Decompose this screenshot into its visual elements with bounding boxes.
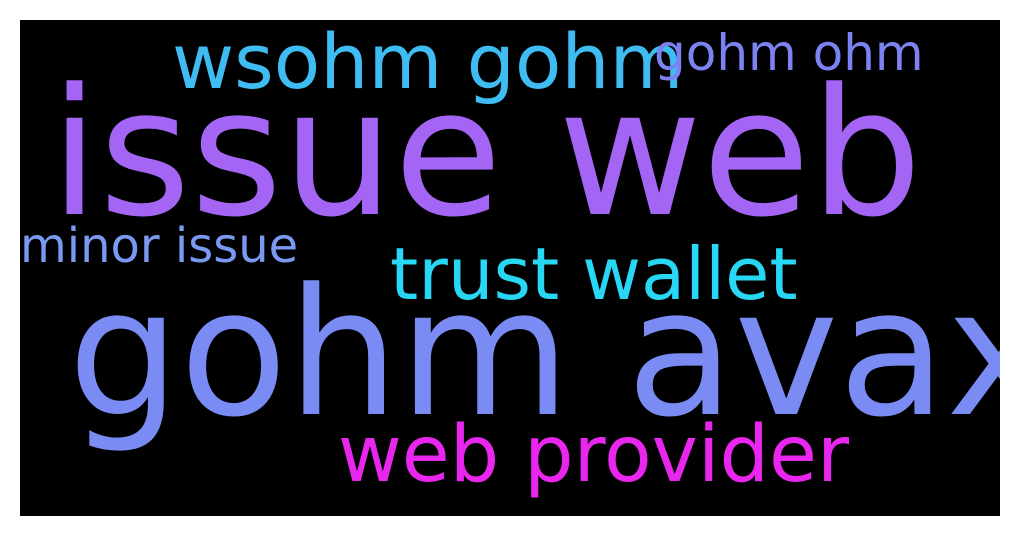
word-wsohm-gohm: wsohm gohm [172,20,684,106]
word-minor-issue: minor issue [20,218,299,274]
word-web-provider: web provider [338,410,850,500]
word-issue-web: issue web [50,51,923,256]
word-trust-wallet: trust wallet [390,232,798,316]
word-gohm-avax: gohm avax [68,251,1000,456]
word-gohm-ohm: gohm ohm [654,24,924,82]
word-cloud: wsohm gohm gohm ohm issue web minor issu… [20,20,1000,516]
